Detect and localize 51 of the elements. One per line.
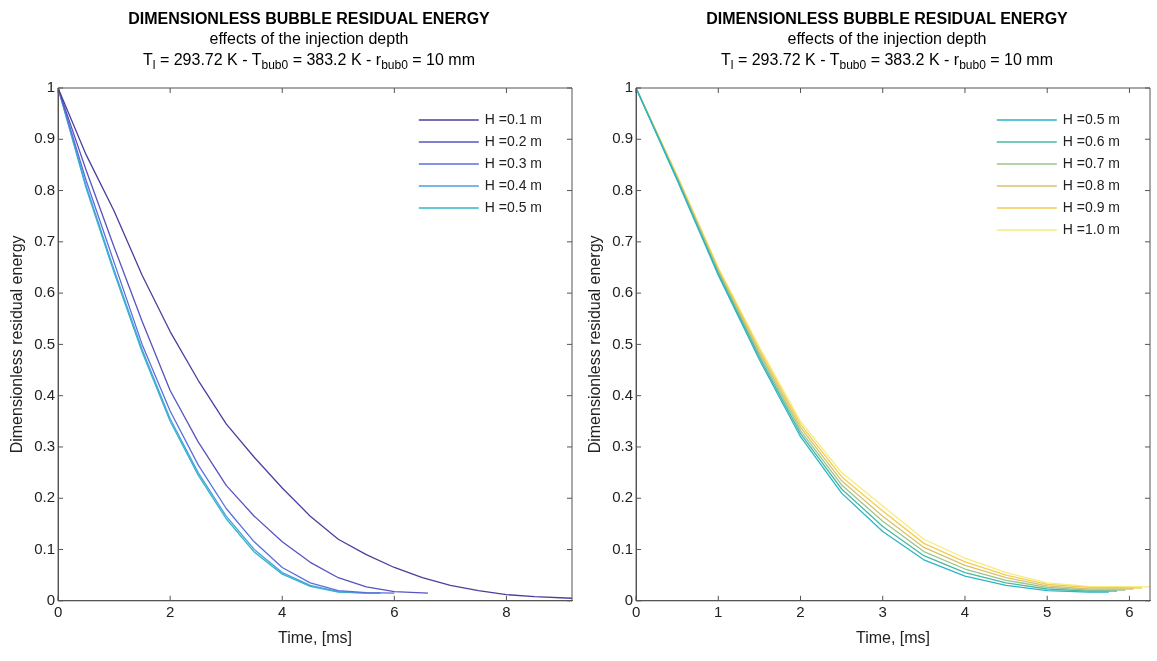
legend-label: H =0.4 m xyxy=(484,177,543,194)
y-tick-label: 0.2 xyxy=(34,488,56,506)
y-tick-label: 0 xyxy=(624,591,634,609)
legend-label: H =0.2 m xyxy=(484,133,543,150)
x-tick-label: 8 xyxy=(502,603,511,621)
text: effects of the injection depth T$_{l}$ = 293.72 K - T$_{bub0}$ = 383.2 K - r$_{bub0}$ = 10 mm xyxy=(143,30,475,73)
x-tick-label: 4 xyxy=(278,603,287,621)
y-tick-label: 0.3 xyxy=(34,437,56,455)
x-tick-label: 4 xyxy=(960,603,970,621)
y-tick-label: 0.9 xyxy=(34,129,56,147)
legend-label: H =0.1 m xyxy=(484,111,543,128)
y-tick-label: 1 xyxy=(46,78,56,96)
y-tick-label: 1 xyxy=(624,78,634,96)
chart-title: DIMENSIONLESS BUBBLE RESIDUAL ENERGY xyxy=(705,10,1069,28)
y-tick-label: 0 xyxy=(46,591,56,609)
y-tick-label: 0.1 xyxy=(612,539,634,557)
x-tick-label: 5 xyxy=(1043,603,1052,621)
x-axis-title: Time, [ms] xyxy=(855,628,931,646)
y-tick-label: 0.8 xyxy=(34,180,56,198)
x-tick-label: 6 xyxy=(390,603,399,621)
y-tick-label: 0.3 xyxy=(612,437,634,455)
y-tick-label: 0.6 xyxy=(34,283,56,301)
y-tick-label: 0.5 xyxy=(34,334,56,352)
legend-label: H =0.5 m xyxy=(1062,111,1121,128)
y-axis-title: Dimensionless residual energy xyxy=(586,235,604,454)
x-tick-label: 2 xyxy=(796,603,805,621)
y-tick-label: 0.7 xyxy=(34,232,56,250)
y-tick-label: 0.6 xyxy=(612,283,634,301)
x-tick-label: 2 xyxy=(165,603,175,621)
y-tick-label: 0.1 xyxy=(34,539,56,557)
x-tick-label: 1 xyxy=(714,603,723,621)
legend-label: H =1.0 m xyxy=(1062,221,1121,238)
y-tick-label: 0.4 xyxy=(612,386,634,404)
y-tick-label: 0.7 xyxy=(612,232,634,250)
text: effects of the injection depth T$_{l}$ = 293.72 K - T$_{bub0}$ = 383.2 K - r$_{bub0}$ = 10 mm xyxy=(721,30,1053,73)
y-tick-label: 0.8 xyxy=(612,180,634,198)
legend-label: H =0.3 m xyxy=(484,155,543,172)
x-tick-label: 6 xyxy=(1125,603,1134,621)
y-tick-label: 0.4 xyxy=(34,386,56,404)
x-tick-label: 3 xyxy=(878,603,887,621)
y-axis-title: Dimensionless residual energy xyxy=(8,235,26,454)
x-axis-title: Time, [ms] xyxy=(277,628,353,646)
chart-title: DIMENSIONLESS BUBBLE RESIDUAL ENERGY xyxy=(127,10,491,28)
y-tick-label: 0.5 xyxy=(612,334,634,352)
legend-label: H =0.5 m xyxy=(484,199,543,216)
y-tick-label: 0.9 xyxy=(612,129,634,147)
y-tick-label: 0.2 xyxy=(612,488,634,506)
legend-label: H =0.9 m xyxy=(1062,199,1121,216)
legend-label: H =0.6 m xyxy=(1062,133,1121,150)
legend-label: H =0.7 m xyxy=(1062,155,1121,172)
legend-label: H =0.8 m xyxy=(1062,177,1121,194)
